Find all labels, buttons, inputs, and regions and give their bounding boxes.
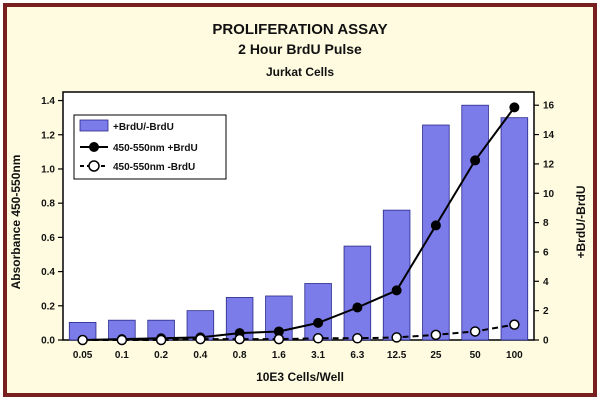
point-minus-brdu-1.6 xyxy=(273,333,285,345)
y-tick-label-0.2: 0.2 xyxy=(41,301,55,312)
bars-layer xyxy=(68,104,529,341)
x-tick-label-100: 100 xyxy=(506,350,523,361)
y2-tick-label-2: 2 xyxy=(543,306,549,317)
y-axis-title: Absorbance 450-550nm xyxy=(9,155,23,290)
chart-subtitle: 2 Hour BrdU Pulse xyxy=(238,41,362,57)
y2-tick-label-4: 4 xyxy=(543,277,549,288)
bar-25 xyxy=(422,124,450,341)
y2-tick-label-10: 10 xyxy=(543,189,555,200)
point-plus-brdu-6.3 xyxy=(352,302,363,313)
x-tick-label-0.2: 0.2 xyxy=(154,350,168,361)
legend-swatch-plus-marker xyxy=(89,142,99,152)
bar-100 xyxy=(500,117,529,341)
y-tick-label-1.0: 1.0 xyxy=(41,164,55,175)
y2-tick-label-8: 8 xyxy=(543,218,549,229)
point-minus-brdu-50 xyxy=(469,326,481,337)
y2-tick-label-14: 14 xyxy=(543,130,555,141)
point-minus-brdu-0.1 xyxy=(116,334,128,346)
chart-title: PROLIFERATION ASSAY xyxy=(212,21,387,38)
x-tick-label-0.8: 0.8 xyxy=(233,350,247,361)
point-minus-brdu-0.4 xyxy=(195,333,206,345)
bar-50 xyxy=(461,104,489,341)
y2-tick-label-16: 16 xyxy=(543,101,555,112)
legend-label-bar: +BrdU/-BrdU xyxy=(113,122,174,133)
chart-subtitle-cells: Jurkat Cells xyxy=(266,65,334,79)
point-plus-brdu-50 xyxy=(470,155,481,166)
point-plus-brdu-3.1 xyxy=(313,317,324,328)
point-plus-brdu-1.6 xyxy=(273,326,284,337)
legend-swatch-minus-marker xyxy=(88,160,100,172)
series-line-minus-brdu xyxy=(82,323,515,341)
lines-layer xyxy=(77,102,520,346)
point-minus-brdu-25 xyxy=(430,329,442,341)
y-tick-label-1.4: 1.4 xyxy=(41,96,55,107)
y-tick-label-1.2: 1.2 xyxy=(41,130,55,141)
x-tick-label-12.5: 12.5 xyxy=(387,350,407,361)
y2-axis-title: +BrdU/-BrdU xyxy=(574,185,588,258)
point-plus-brdu-25 xyxy=(430,220,441,231)
x-tick-label-0.05: 0.05 xyxy=(73,350,93,361)
bar-3.1 xyxy=(304,283,332,341)
point-minus-brdu-0.05 xyxy=(77,334,88,346)
x-tick-label-3.1: 3.1 xyxy=(311,350,325,361)
point-minus-brdu-100 xyxy=(509,319,520,330)
x-tick-label-0.1: 0.1 xyxy=(115,350,129,361)
y-tick-label-0.8: 0.8 xyxy=(41,199,55,210)
y2-tick-label-0: 0 xyxy=(543,336,549,347)
x-tick-label-50: 50 xyxy=(470,350,482,361)
x-tick-label-0.4: 0.4 xyxy=(193,350,207,361)
point-minus-brdu-0.8 xyxy=(234,333,245,345)
point-plus-brdu-12.5 xyxy=(391,285,402,296)
point-plus-brdu-100 xyxy=(509,102,520,113)
point-minus-brdu-0.2 xyxy=(155,334,167,346)
point-minus-brdu-6.3 xyxy=(352,333,363,344)
legend-swatch-bar xyxy=(79,119,109,132)
x-axis-title: 10E3 Cells/Well xyxy=(256,370,344,384)
y2-tick-label-12: 12 xyxy=(543,159,555,170)
y-tick-label-0.4: 0.4 xyxy=(41,267,55,278)
y2-tick-label-6: 6 xyxy=(543,247,549,258)
legend-label-plus: 450-550nm +BrdU xyxy=(113,143,198,154)
axes-layer: 0.0 0.2 0.4 0.6 0.8 1.0 1.2 1.4 0 2 4 6 8 10 12 14 16 0.0… xyxy=(41,96,554,361)
series-line-plus-brdu xyxy=(82,106,516,341)
legend-label-minus: 450-550nm -BrdU xyxy=(113,162,195,173)
bar-6.3 xyxy=(343,245,372,341)
point-minus-brdu-12.5 xyxy=(391,332,402,343)
point-minus-brdu-3.1 xyxy=(312,333,324,344)
y-tick-label-0.0: 0.0 xyxy=(41,336,55,347)
x-tick-label-1.6: 1.6 xyxy=(272,350,286,361)
legend: +BrdU/-BrdU 450-550nm +BrdU 450-550nm -B… xyxy=(73,114,227,180)
y-tick-label-0.6: 0.6 xyxy=(41,233,55,244)
x-tick-label-25: 25 xyxy=(430,350,442,361)
x-tick-label-6.3: 6.3 xyxy=(350,350,364,361)
